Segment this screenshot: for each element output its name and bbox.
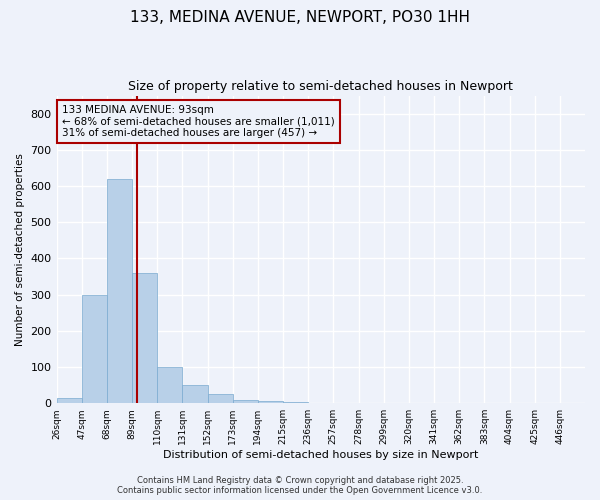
Text: 133, MEDINA AVENUE, NEWPORT, PO30 1HH: 133, MEDINA AVENUE, NEWPORT, PO30 1HH [130,10,470,25]
Bar [233,400,258,403]
Bar [182,385,208,403]
Bar [157,367,182,403]
Text: 133 MEDINA AVENUE: 93sqm
← 68% of semi-detached houses are smaller (1,011)
31% o: 133 MEDINA AVENUE: 93sqm ← 68% of semi-d… [62,105,335,138]
Bar [82,294,107,403]
Bar [258,402,283,403]
Bar [56,398,82,403]
X-axis label: Distribution of semi-detached houses by size in Newport: Distribution of semi-detached houses by … [163,450,478,460]
Y-axis label: Number of semi-detached properties: Number of semi-detached properties [15,153,25,346]
Bar [208,394,233,403]
Title: Size of property relative to semi-detached houses in Newport: Size of property relative to semi-detach… [128,80,513,93]
Bar [107,179,132,403]
Bar [132,273,157,403]
Bar [283,402,308,403]
Text: Contains HM Land Registry data © Crown copyright and database right 2025.
Contai: Contains HM Land Registry data © Crown c… [118,476,482,495]
